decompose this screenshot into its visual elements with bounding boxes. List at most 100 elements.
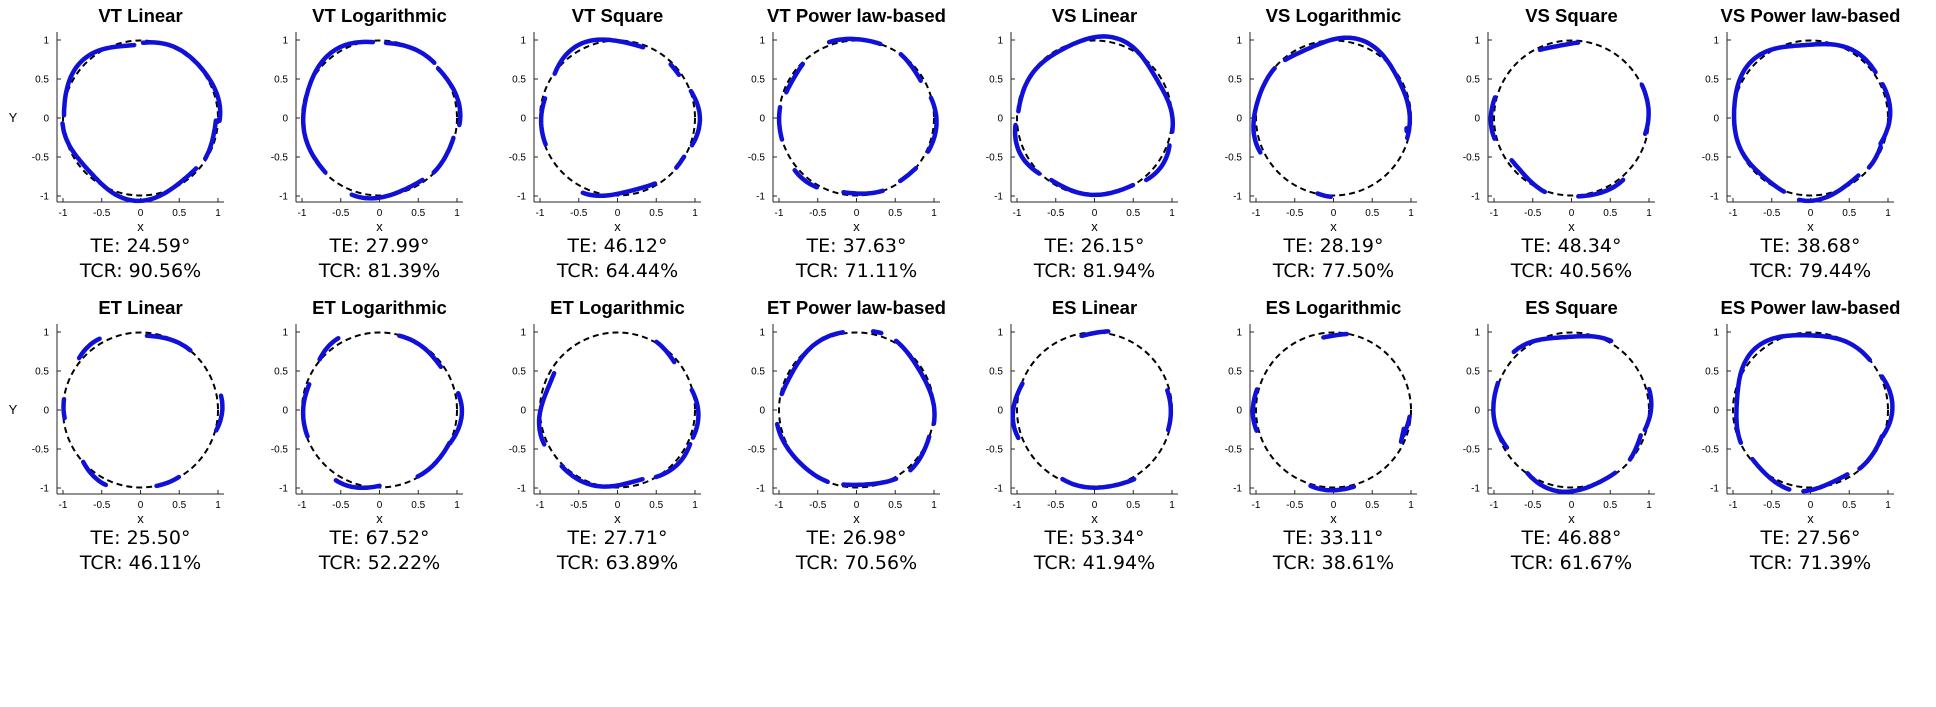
tcr-metric: TCR: 70.56% <box>795 552 917 574</box>
y-tick-label: 0 <box>1236 406 1242 417</box>
trajectory-segment <box>1750 456 1792 492</box>
y-tick-label: 1 <box>43 328 49 339</box>
x-tick-label: -0.5 <box>1286 208 1304 219</box>
y-tick-label: 0.5 <box>274 75 288 86</box>
panel-title: VT Power law-based <box>767 5 946 26</box>
y-tick-label: -1 <box>1710 192 1719 203</box>
x-axis-label: x <box>614 219 621 234</box>
panel-2: VT Logarithmic -1 -0.5 0 0.5 1 -1 -0.5 0 0.5 1 xTE:… <box>271 5 463 282</box>
panel-7: VS Square -1 -0.5 0 0.5 1 -1 -0.5 0 0.5 1 xTE: 48.3… <box>1463 5 1655 282</box>
y-tick-label: 0 <box>520 406 526 417</box>
tcr-metric: TCR: 52.22% <box>318 552 440 574</box>
trajectory-segment <box>154 474 182 489</box>
trajectory-segment <box>1857 433 1885 471</box>
tcr-metric: TCR: 71.39% <box>1749 552 1871 574</box>
y-tick-label: -0.5 <box>1225 153 1243 164</box>
trajectory-segment <box>1308 483 1357 493</box>
x-tick-label: 1 <box>1408 208 1414 219</box>
panel-title: ES Linear <box>1052 297 1137 318</box>
trajectory-segment <box>447 390 465 446</box>
trajectory-segment <box>779 330 846 397</box>
y-tick-label: 1 <box>282 36 288 47</box>
x-tick-label: -1 <box>536 500 545 511</box>
x-tick-label: -0.5 <box>809 208 827 219</box>
tcr-metric: TCR: 81.39% <box>318 260 440 282</box>
x-axis-label: x <box>376 511 383 526</box>
trajectory-segment <box>1321 331 1350 340</box>
te-metric: TE: 27.99° <box>329 235 430 257</box>
te-metric: TE: 46.12° <box>567 235 668 257</box>
panel-title: ES Logarithmic <box>1266 297 1402 318</box>
x-tick-label: -1 <box>536 208 545 219</box>
y-tick-label: 0 <box>1713 406 1719 417</box>
panel-11: ET Logarithmic -1 -0.5 0 0.5 1 -1 -0.5 0 0.5 1 xTE:… <box>509 297 701 574</box>
x-tick-label: 0 <box>1331 500 1337 511</box>
y-tick-label: -0.5 <box>748 153 766 164</box>
x-tick-label: -1 <box>1729 208 1738 219</box>
x-tick-label: -1 <box>1490 500 1499 511</box>
tcr-metric: TCR: 41.94% <box>1033 552 1155 574</box>
x-tick-label: 0 <box>854 500 860 511</box>
y-tick-label: 0 <box>997 114 1003 125</box>
trajectory-segment <box>688 88 703 148</box>
trajectory-segment <box>552 37 646 76</box>
y-tick-label: -1 <box>1471 192 1480 203</box>
y-tick-label: -1 <box>279 484 288 495</box>
tcr-metric: TCR: 64.44% <box>556 260 678 282</box>
x-tick-label: -0.5 <box>1763 208 1781 219</box>
trajectory-segment <box>1639 82 1651 137</box>
panel-10: ET Logarithmic -1 -0.5 0 0.5 1 -1 -0.5 0 0.5 1 xTE:… <box>271 297 465 574</box>
trajectory-segment <box>397 333 444 370</box>
trajectory-segment <box>1866 144 1883 170</box>
reference-circle <box>1493 331 1650 489</box>
y-tick-label: -0.5 <box>986 153 1004 164</box>
trajectory-segment <box>580 181 658 199</box>
y-tick-label: 0 <box>1474 114 1480 125</box>
x-tick-label: 0 <box>377 500 383 511</box>
x-tick-label: 1 <box>215 208 221 219</box>
tcr-metric: TCR: 90.56% <box>79 260 201 282</box>
panel-16: ES Power law-based -1 -0.5 0 0.5 1 -1 -0.5 0 0.5 1… <box>1702 297 1901 574</box>
trajectory-segment <box>674 154 687 170</box>
y-tick-label: 0 <box>43 406 49 417</box>
y-tick-label: 1 <box>282 328 288 339</box>
y-tick-label: 0 <box>282 406 288 417</box>
y-tick-label: -0.5 <box>1463 153 1481 164</box>
x-tick-label: -1 <box>1252 208 1261 219</box>
trajectory-segment <box>1398 426 1407 444</box>
x-tick-label: 0.5 <box>411 208 425 219</box>
panel-title: ET Logarithmic <box>550 297 685 318</box>
x-tick-label: 0.5 <box>172 500 186 511</box>
x-tick-label: 1 <box>931 208 937 219</box>
x-tick-label: -0.5 <box>332 208 350 219</box>
reference-circle <box>1732 331 1889 489</box>
trajectory-segment <box>536 370 557 447</box>
y-tick-label: -1 <box>517 484 526 495</box>
panel-title: ES Power law-based <box>1721 297 1901 318</box>
x-axis-label: x <box>1330 219 1337 234</box>
y-tick-label: 1 <box>1236 36 1242 47</box>
x-tick-label: -0.5 <box>93 208 111 219</box>
trajectory-segment <box>1879 374 1895 439</box>
y-tick-label: 0.5 <box>512 75 526 86</box>
y-tick-label: 0 <box>282 114 288 125</box>
x-axis-label: x <box>1807 219 1814 234</box>
x-tick-label: -1 <box>1252 500 1261 511</box>
trajectory-segment <box>1509 157 1548 195</box>
te-metric: TE: 27.71° <box>567 527 668 549</box>
trajectory-segment <box>774 421 830 485</box>
te-metric: TE: 53.34° <box>1044 527 1145 549</box>
y-tick-label: 1 <box>997 328 1003 339</box>
trajectory-segment <box>1796 173 1861 204</box>
panel-12: ET Power law-based -1 -0.5 0 0.5 1 -1 -0.5 0 0.5 1… <box>748 297 946 574</box>
x-tick-label: -1 <box>1013 500 1022 511</box>
tcr-metric: TCR: 38.61% <box>1272 552 1394 574</box>
trajectory-segment <box>60 121 199 204</box>
y-tick-label: 0.5 <box>989 367 1003 378</box>
tcr-metric: TCR: 40.56% <box>1510 260 1632 282</box>
te-metric: TE: 33.11° <box>1283 527 1384 549</box>
y-tick-label: -1 <box>994 484 1003 495</box>
y-tick-label: 0.5 <box>751 367 765 378</box>
te-metric: TE: 37.63° <box>806 235 907 257</box>
trajectory-segment <box>1627 433 1643 462</box>
